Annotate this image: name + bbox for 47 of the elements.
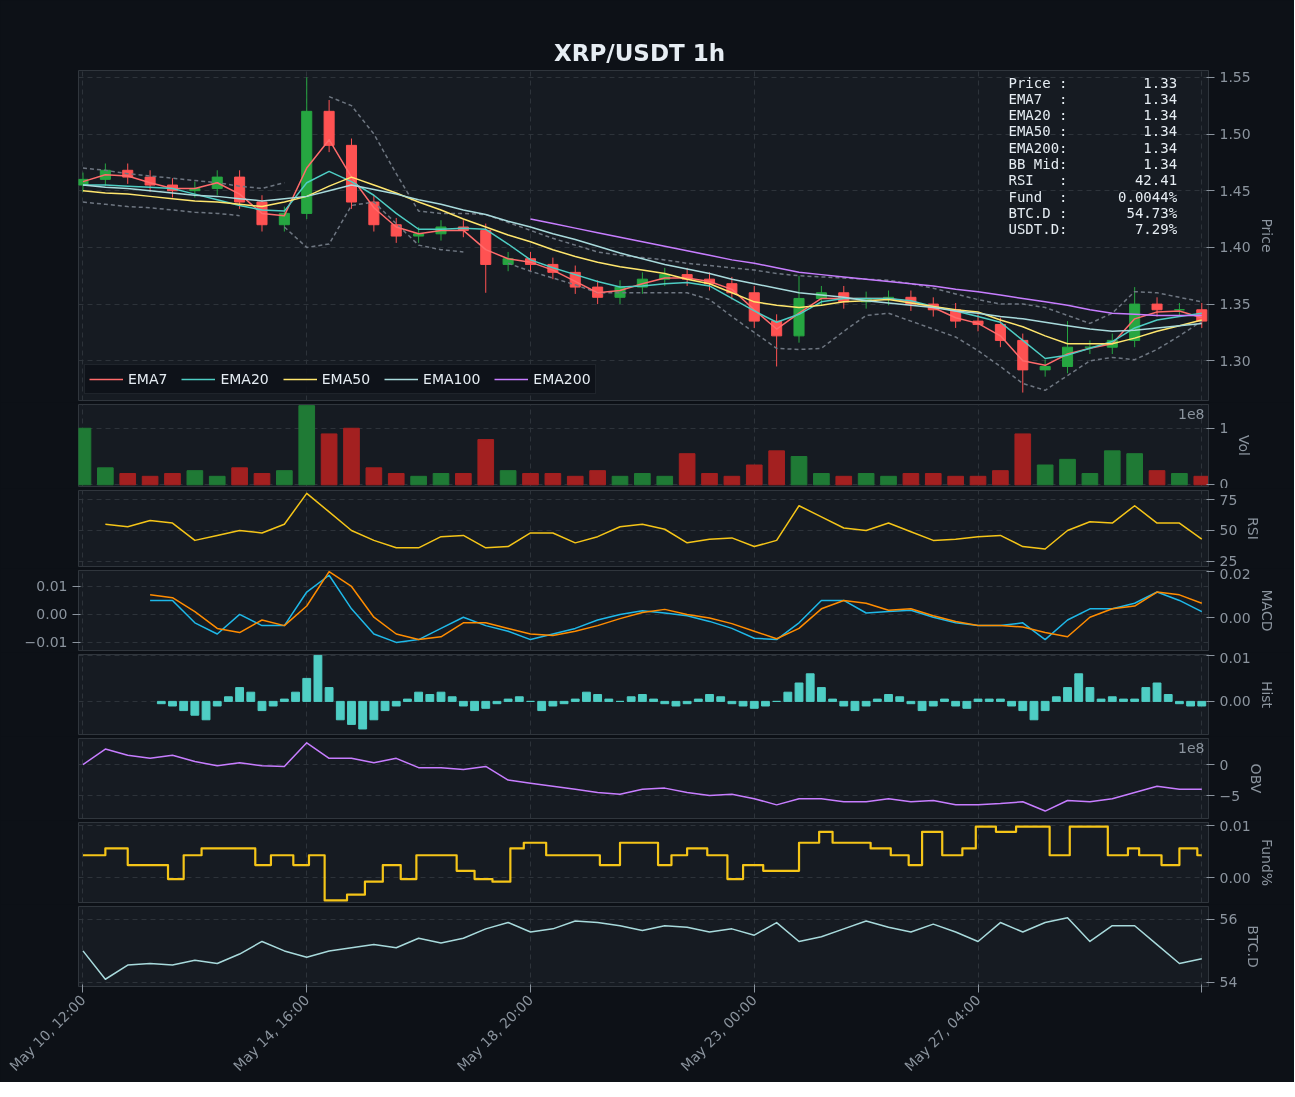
y-tick-label: 54	[1219, 974, 1238, 991]
y-tick-label: 0.01	[36, 578, 68, 595]
annotation: EMA50 : 1.34	[1008, 123, 1178, 140]
legend-label: EMA7	[128, 371, 168, 387]
y-axis-title: Price	[1258, 218, 1275, 253]
y-axis-title: Hist	[1258, 680, 1275, 709]
y-tick-label: 1.35	[1219, 296, 1251, 313]
y-tick-label: 0.01	[1219, 817, 1251, 834]
annotation: BB Mid: 1.34	[1008, 156, 1178, 172]
y-axis-title: OBV	[1248, 763, 1265, 794]
annotation: 1e8	[1178, 739, 1205, 756]
y-tick-label: 1.30	[1219, 352, 1251, 369]
legend-label: EMA200	[533, 371, 591, 387]
annotation: RSI : 42.41	[1008, 172, 1178, 189]
annotation: 1e8	[1178, 405, 1205, 422]
annotation: EMA7 : 1.34	[1008, 90, 1178, 107]
y-tick-label: 75	[1219, 491, 1238, 508]
y2-axis-title: MACD	[1258, 589, 1275, 632]
y-axis-title: RSI	[1245, 517, 1262, 540]
y-tick-label: 0.00	[36, 606, 68, 623]
y-tick-label: −0.01	[24, 634, 68, 651]
y-tick-label: 0.00	[1219, 693, 1251, 710]
y-tick-label: 0.00	[1219, 869, 1251, 886]
annotation: USDT.D: 7.29%	[1008, 221, 1178, 238]
y-tick-label: 1	[1219, 420, 1229, 437]
y-tick-label: 0	[1219, 475, 1229, 492]
annotation: Price : 1.33	[1008, 74, 1178, 91]
y-tick-label: 1.40	[1219, 239, 1251, 256]
annotation: EMA200: 1.34	[1008, 139, 1178, 156]
y-tick-label: 1.45	[1219, 182, 1251, 199]
annotation: Fund : 0.0044%	[1008, 188, 1178, 205]
y-axis-title: Fund%	[1258, 838, 1275, 887]
legend-label: EMA100	[423, 371, 481, 387]
y-tick-label: 1.55	[1219, 69, 1251, 86]
annotation: BTC.D : 54.73%	[1008, 204, 1178, 221]
y-tick-label: 1.50	[1219, 126, 1251, 143]
y-tick-label: 56	[1219, 911, 1238, 928]
legend-label: EMA20	[220, 371, 269, 387]
y-tick-label: 0	[1219, 756, 1229, 773]
chart-title: XRP/USDT 1h	[553, 39, 726, 66]
y-tick-label: 50	[1219, 522, 1238, 539]
y-axis-title: BTC.D	[1245, 925, 1262, 968]
y-tick-label: 0.01	[1219, 649, 1251, 666]
legend-label: EMA50	[321, 371, 371, 387]
annotation: EMA20 : 1.34	[1008, 107, 1178, 124]
y-axis-title: Vol	[1236, 435, 1253, 456]
y-tick-label: −5	[1219, 787, 1241, 804]
